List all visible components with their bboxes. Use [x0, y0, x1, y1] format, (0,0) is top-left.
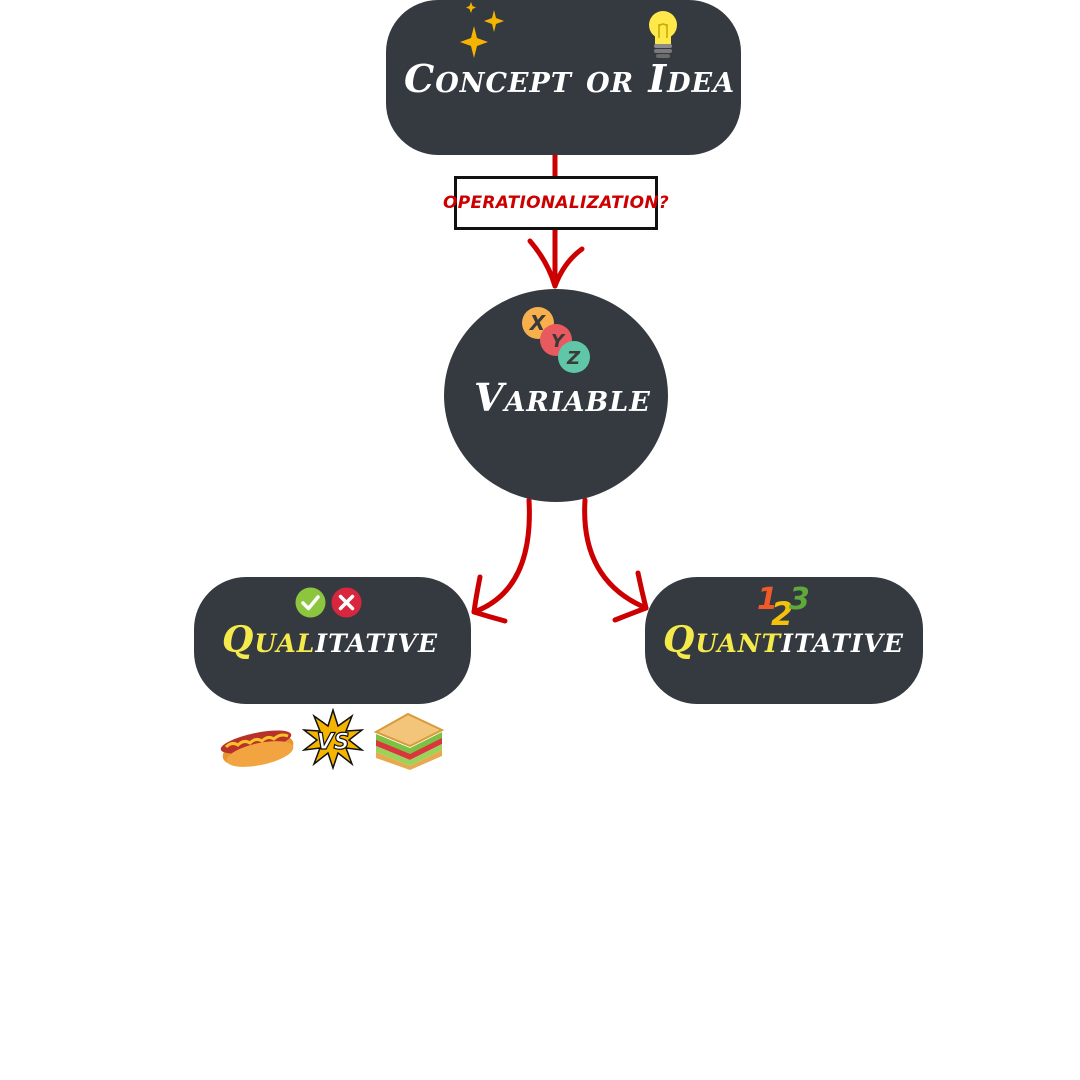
qualitative-label-highlight: Qual [222, 619, 315, 661]
xyz-icon: X Y Z [520, 305, 592, 377]
qualitative-label-rest: itative [315, 619, 438, 661]
z-letter: Z [566, 348, 581, 369]
cross-icon [332, 588, 362, 618]
arrow-head-quantitative [615, 573, 646, 620]
qualitative-node[interactable]: Qualitative [194, 577, 471, 704]
number-3: 3 [789, 582, 811, 617]
x-letter: X [528, 311, 547, 335]
quantitative-label-highlight: Quant [663, 619, 781, 661]
check-icon [296, 588, 326, 618]
quantitative-label-rest: itative [781, 619, 904, 661]
vs-burst-icon: VS [302, 708, 364, 770]
variable-label: Variable [474, 375, 651, 420]
qualitative-label: Qualitative [222, 619, 438, 661]
arrow-variable-to-qualitative [474, 500, 529, 612]
sandwich-icon [372, 710, 446, 772]
operationalization-label: operationalization? [443, 193, 669, 213]
hotdog-icon [218, 716, 298, 770]
concept-label: Concept or Idea [404, 56, 735, 101]
operationalization-box[interactable]: operationalization? [454, 176, 658, 230]
check-cross-icons [295, 587, 363, 618]
variable-node[interactable]: X Y Z Variable [444, 289, 668, 502]
arrow-variable-to-quantitative [585, 500, 646, 608]
concept-node[interactable]: Concept or Idea [386, 0, 741, 155]
y-letter: Y [551, 331, 566, 352]
vs-text: VS [317, 730, 350, 755]
lightbulb-icon [646, 10, 680, 62]
sparkle-icon [458, 2, 508, 60]
quantitative-node[interactable]: 1 2 3 Quantitative [645, 577, 923, 704]
quantitative-label: Quantitative [663, 619, 904, 661]
